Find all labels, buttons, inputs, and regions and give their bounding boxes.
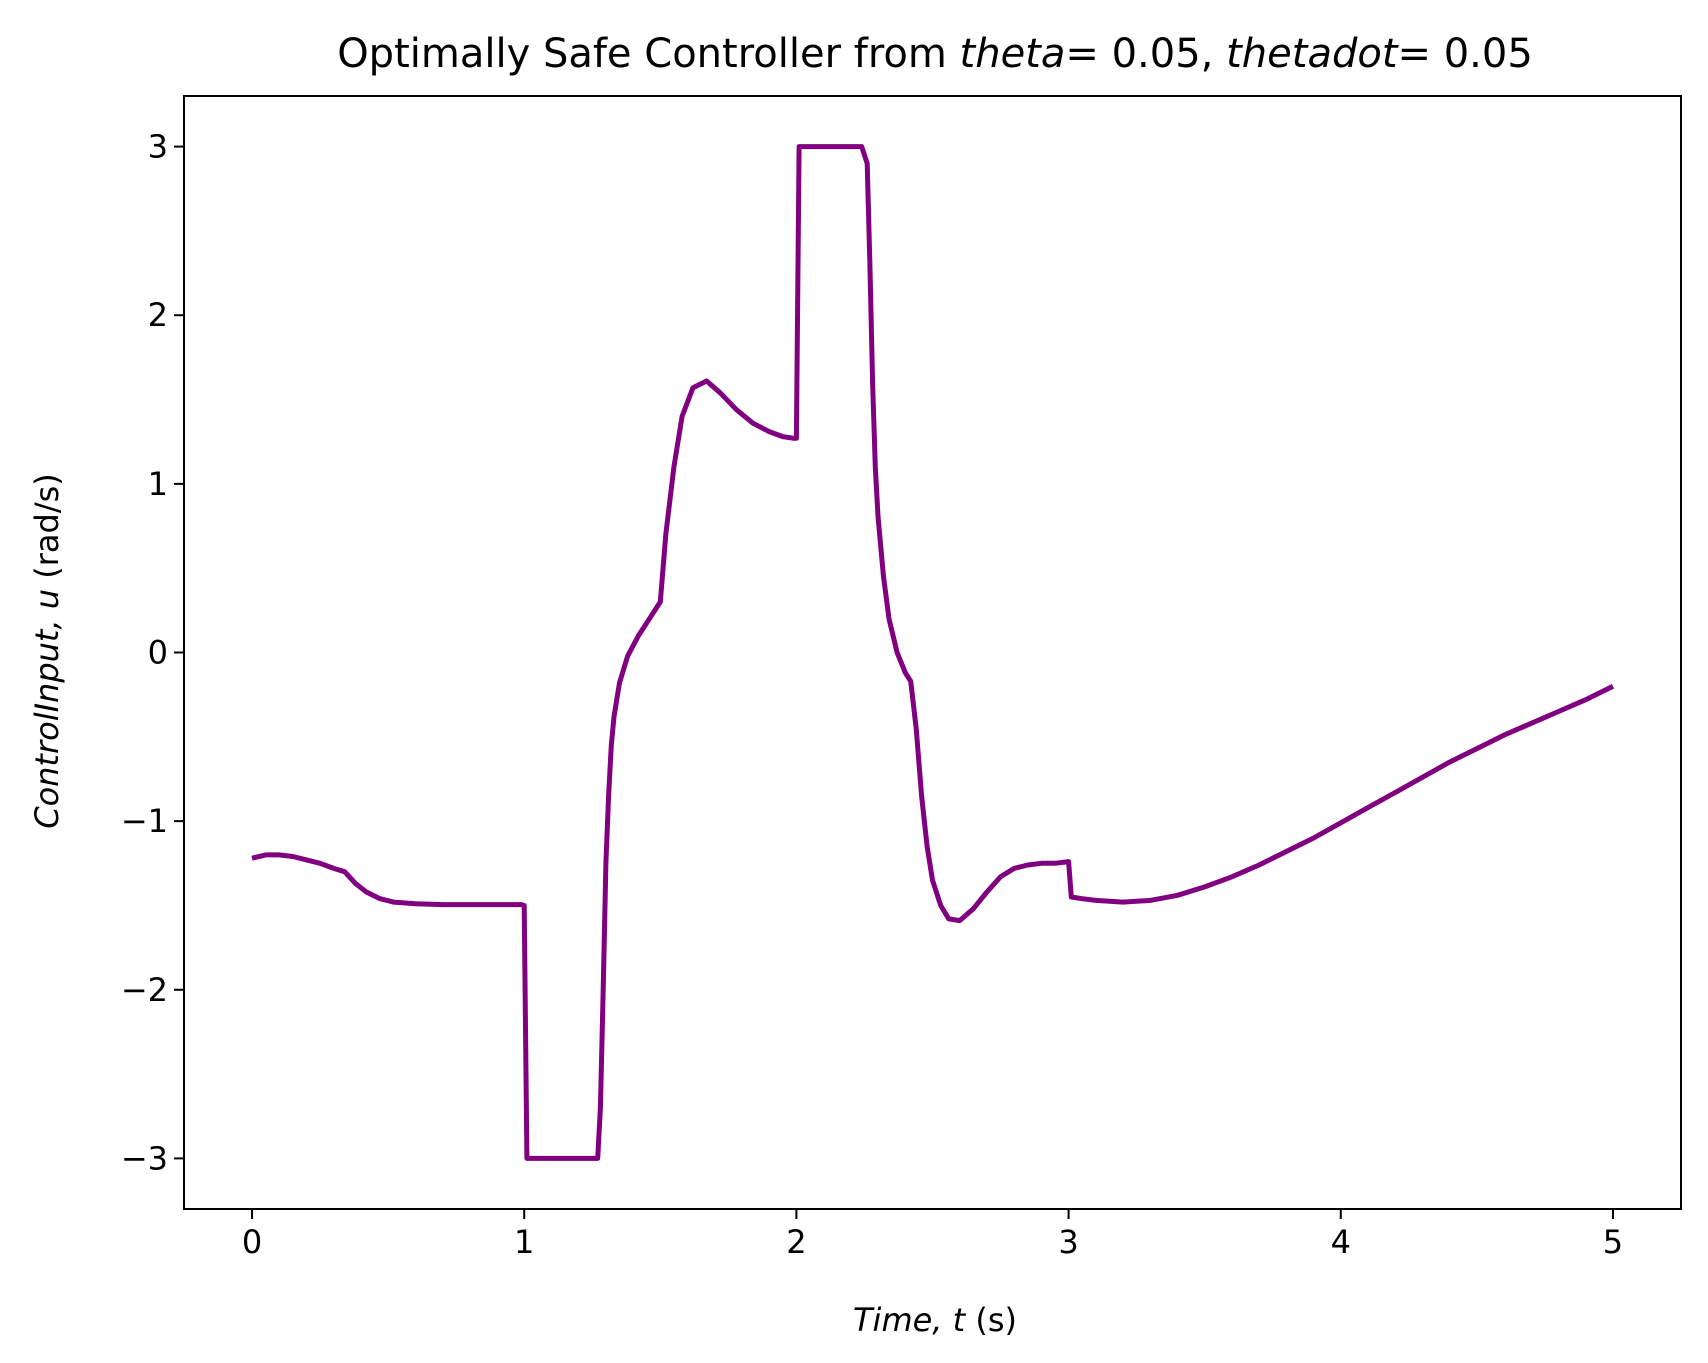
x-tick-label: 3: [1058, 1223, 1078, 1261]
title-eq-thetadot: = 0.05: [1398, 31, 1533, 77]
y-tick-label: −1: [121, 802, 168, 840]
y-tick-label: 1: [148, 465, 168, 503]
series-line: [251, 144, 1615, 1161]
x-axis-label: Time, t (s): [853, 1301, 1017, 1339]
title-prefix: Optimally Safe Controller from: [337, 31, 959, 77]
x-axis-label-unit: (s): [965, 1301, 1017, 1339]
x-tick-label: 0: [242, 1223, 262, 1261]
y-tick-label: −3: [121, 1139, 168, 1177]
x-tick-label: 4: [1331, 1223, 1351, 1261]
x-axis-ticks: 0 1 2 3 4 5: [242, 1209, 1623, 1261]
y-tick-label: −2: [121, 971, 168, 1009]
plot-area: 0 1 2 3 4 5 −3 −2 −1 0 1 2 3: [121, 95, 1682, 1261]
y-axis-label-unit: (rad/s): [28, 473, 66, 589]
series-layer: [251, 144, 1615, 1161]
x-tick-label: 1: [514, 1223, 534, 1261]
title-var-theta: theta: [960, 31, 1066, 77]
y-tick-label: 0: [148, 634, 168, 672]
y-tick-label: 3: [148, 128, 168, 166]
chart-title: Optimally Safe Controller from theta= 0.…: [337, 31, 1533, 77]
x-tick-label: 5: [1603, 1223, 1623, 1261]
title-eq-theta: = 0.05,: [1065, 31, 1226, 77]
x-axis-label-var: Time, t: [853, 1301, 967, 1339]
y-axis-label-var: ControlInput, u: [28, 589, 66, 829]
y-tick-label: 2: [148, 296, 168, 334]
title-var-thetadot: thetadot: [1226, 31, 1399, 77]
y-axis-label: ControlInput, u (rad/s): [28, 473, 66, 829]
x-tick-label: 2: [786, 1223, 806, 1261]
y-axis-ticks: −3 −2 −1 0 1 2 3: [121, 128, 184, 1177]
